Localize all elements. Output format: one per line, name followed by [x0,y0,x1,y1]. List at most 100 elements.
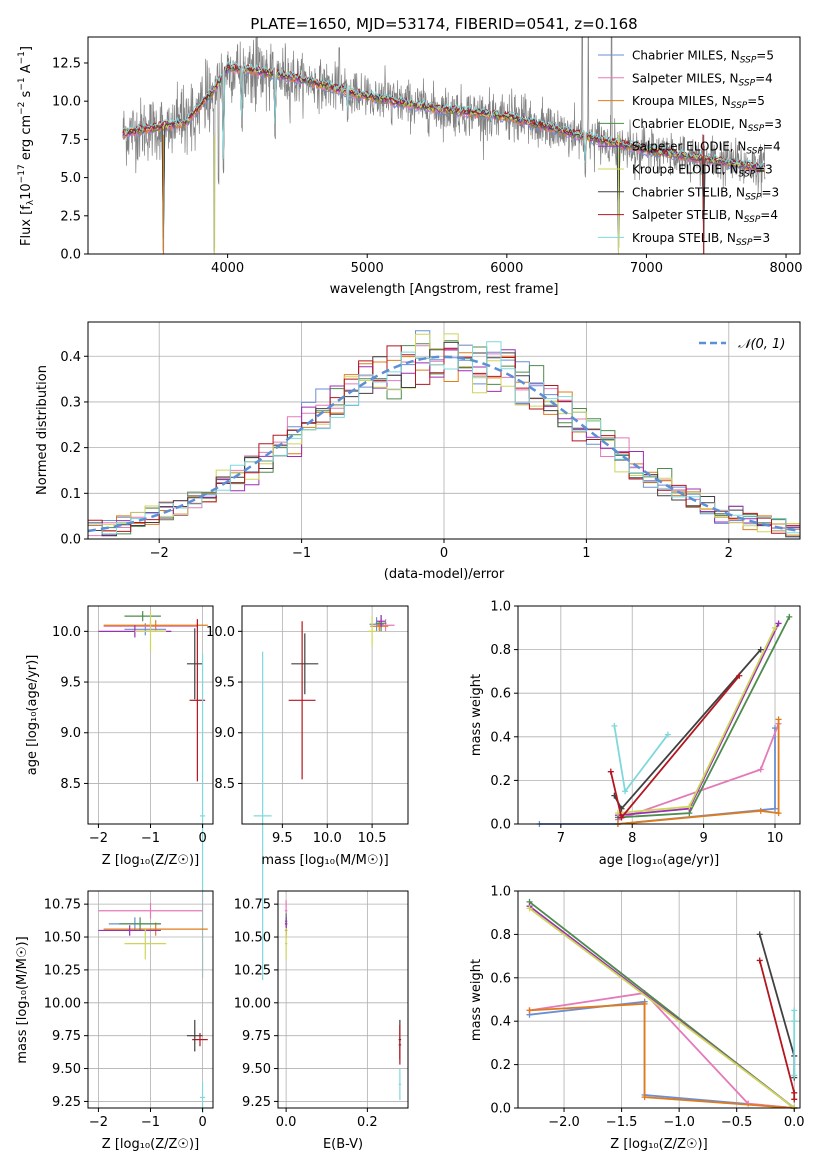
residuals-xlabel: (data-model)/error [384,567,505,582]
y-tick-label: 9.25 [52,1095,81,1110]
errorbar-point-8 [288,621,316,780]
model-spectrum-2 [122,67,766,174]
errorbar-point-8 [398,1025,402,1065]
x-tick-label: −1 [141,1115,160,1130]
legend-label-4: Chabrier ELODIE, NSSP=3 [632,117,782,134]
y-tick-label: 0.0 [60,533,81,548]
legend-count: =3 [764,117,782,131]
weight-marker [664,731,671,738]
y-tick-label: 10.0 [52,95,81,110]
legend-separator: , N [730,140,747,154]
y-tick-label: 0.6 [490,971,511,986]
mass-vs-ebv-marks [284,900,402,1101]
age-vs-mass-ticks: 9.5 10.0 10.5 8.5 9.0 9.5 10.0 [206,625,387,846]
age-vs-mass-xlabel: mass [log₁₀(M/M☉)] [261,853,388,868]
legend-count: =4 [760,208,778,222]
mass-vs-z-grid [88,891,213,1108]
weight-marker [607,768,614,775]
weight-line-3 [617,719,780,825]
y-tick-label: 0.2 [60,441,81,456]
weight-marker [736,672,743,679]
legend-count: =5 [756,49,774,63]
weight-marker [526,905,533,912]
age-vs-z-marks [98,611,208,979]
age-vs-mass-grid [242,606,408,824]
y-tick-label: 0.8 [490,643,511,658]
weight-marker [791,1072,798,1079]
x-tick-label: 10.5 [358,831,387,846]
legend-count: =5 [747,94,765,108]
residuals-panel: −2 −1 0 1 2 0.0 0.1 0.2 0.3 0.4 (data-model)/erro… [35,321,801,582]
spectrum-xlabel: wavelength [Angstrom, rest frame] [330,282,559,297]
ylabel-part: ] [19,46,34,51]
mass-vs-ebv-grid [278,891,408,1108]
x-tick-label: 1 [582,546,590,561]
weight-marker [791,1096,798,1103]
errorbar-point-6 [284,927,288,960]
legend-subscript: SSP [736,238,753,248]
y-tick-label: 0.6 [490,687,511,702]
y-tick-label: 9.75 [242,1029,271,1044]
residuals-legend: 𝒩(0, 1) [699,337,785,352]
errorbar-point-4 [124,611,161,622]
legend-subscript: SSP [744,215,761,225]
age-vs-mass-panel: 9.5 10.0 10.5 8.5 9.0 9.5 10.0 mass [log₁₀(M/M… [206,605,409,981]
y-tick-label: 0.2 [490,774,511,789]
weight-marker [611,722,618,729]
legend-model: Kroupa ELODIE [632,163,722,177]
legend-separator: , N [723,49,740,63]
errorbar-point-5 [98,925,161,936]
x-tick-label: 0 [440,546,448,561]
weight-line-3 [529,1002,795,1109]
weight-marker [622,788,629,795]
mass-vs-ebv-xlabel: E(B-V) [323,1137,363,1152]
weight-marker [618,814,625,821]
legend-model: Kroupa MILES [632,94,714,108]
weight-vs-z-ylabel: mass weight [469,959,484,1041]
weight-marker [791,1018,798,1025]
legend-model: Salpeter MILES [632,71,722,85]
y-tick-label: 0.0 [490,818,511,833]
mass-vs-z-ticks: −2 −1 0 9.25 9.50 9.75 10.00 10.25 10.50 10.75 [44,898,207,1130]
y-tick-label: 10.0 [52,625,81,640]
mass-vs-ebv-panel: 0.0 0.2 9.25 9.50 9.75 10.00 10.25 10.50 10.75 E… [234,890,409,1152]
mass-vs-ebv-ticks: 0.0 0.2 9.25 9.50 9.75 10.00 10.25 10.50 10.75 [234,898,378,1130]
weight-marker [775,620,782,627]
weight-line-6 [528,907,795,1109]
mass-vs-z-ylabel: mass [log₁₀(M/M☉)] [15,936,30,1063]
y-tick-label: 1.0 [490,885,511,900]
legend-label-6: Kroupa ELODIE, NSSP=3 [632,163,773,180]
errorbar-point-3 [103,922,208,936]
residuals-marks [87,330,801,539]
errorbar-point-7 [291,633,319,695]
y-tick-label: 0.0 [490,1102,511,1117]
legend-label-8: Salpeter STELIB, NSSP=4 [632,208,778,225]
y-tick-label: 9.75 [52,1029,81,1044]
model-spectrum-4 [122,66,766,239]
y-tick-label: 0.4 [490,1015,511,1030]
legend-label-2: Salpeter MILES, NSSP=4 [632,71,773,88]
legend-subscript: SSP [746,147,763,157]
x-tick-label: 0 [198,831,206,846]
spectrum-axes-frame [87,36,801,255]
errorbar-point-6 [134,611,167,652]
x-tick-label: −1 [141,831,160,846]
y-tick-label: 10.50 [234,931,271,946]
weight-marker [791,1089,798,1096]
x-tick-label: 0 [198,1115,206,1130]
x-tick-label: −2 [150,546,169,561]
y-tick-label: 9.50 [242,1062,271,1077]
legend-label-3: Kroupa MILES, NSSP=5 [632,94,765,111]
legend-label-7: Chabrier STELIB, NSSP=3 [632,185,779,202]
legend-separator: , N [714,94,731,108]
weight-line-7 [758,934,796,1078]
y-tick-label: 0.4 [490,730,511,745]
y-tick-label: 9.25 [242,1095,271,1110]
mass-vs-z-panel: −2 −1 0 9.25 9.50 9.75 10.00 10.25 10.50 10.75 Z … [15,890,214,1152]
y-tick-label: 0.4 [60,350,81,365]
spectrum-marks [122,37,766,254]
normal-curve [87,355,801,533]
legend-separator: , N [722,71,739,85]
legend-count: =4 [763,140,781,154]
